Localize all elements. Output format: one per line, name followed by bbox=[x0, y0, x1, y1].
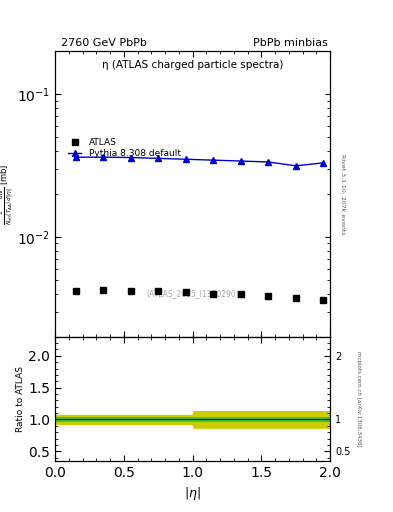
Pythia 8.308 default bbox=[321, 160, 326, 166]
ATLAS bbox=[73, 288, 78, 294]
X-axis label: $|\eta|$: $|\eta|$ bbox=[184, 485, 201, 502]
ATLAS bbox=[293, 294, 298, 301]
ATLAS bbox=[156, 288, 161, 294]
Pythia 8.308 default bbox=[239, 158, 243, 164]
Text: PbPb minbias: PbPb minbias bbox=[253, 38, 328, 49]
Pythia 8.308 default bbox=[156, 155, 161, 161]
Pythia 8.308 default bbox=[73, 154, 78, 160]
Text: (ATLAS_2015_I1360290): (ATLAS_2015_I1360290) bbox=[146, 289, 239, 298]
Y-axis label: mcplots.cern.ch [arXiv:1306.3436]: mcplots.cern.ch [arXiv:1306.3436] bbox=[356, 351, 361, 446]
ATLAS bbox=[239, 291, 243, 297]
Pythia 8.308 default bbox=[101, 154, 105, 160]
Pythia 8.308 default bbox=[293, 163, 298, 169]
ATLAS bbox=[266, 293, 271, 299]
ATLAS bbox=[129, 288, 133, 294]
Text: 2760 GeV PbPb: 2760 GeV PbPb bbox=[61, 38, 147, 49]
Legend: ATLAS, Pythia 8.308 default: ATLAS, Pythia 8.308 default bbox=[65, 136, 183, 161]
Line: ATLAS: ATLAS bbox=[73, 287, 326, 303]
Y-axis label: $\frac{1}{N_{eff}\langle T_{AA}\rangle}\frac{dN}{d|\eta|}$ [mb]: $\frac{1}{N_{eff}\langle T_{AA}\rangle}\… bbox=[0, 163, 16, 225]
Pythia 8.308 default bbox=[184, 156, 188, 162]
Text: η (ATLAS charged particle spectra): η (ATLAS charged particle spectra) bbox=[102, 60, 283, 70]
ATLAS bbox=[321, 297, 326, 303]
Y-axis label: Rivet 3.1.10, 207k events: Rivet 3.1.10, 207k events bbox=[341, 154, 345, 234]
ATLAS bbox=[101, 287, 105, 293]
Line: Pythia 8.308 default: Pythia 8.308 default bbox=[73, 155, 326, 168]
ATLAS bbox=[184, 289, 188, 295]
Pythia 8.308 default bbox=[266, 159, 271, 165]
Pythia 8.308 default bbox=[129, 155, 133, 161]
Pythia 8.308 default bbox=[211, 157, 216, 163]
Y-axis label: Ratio to ATLAS: Ratio to ATLAS bbox=[17, 366, 26, 432]
ATLAS bbox=[211, 291, 216, 297]
